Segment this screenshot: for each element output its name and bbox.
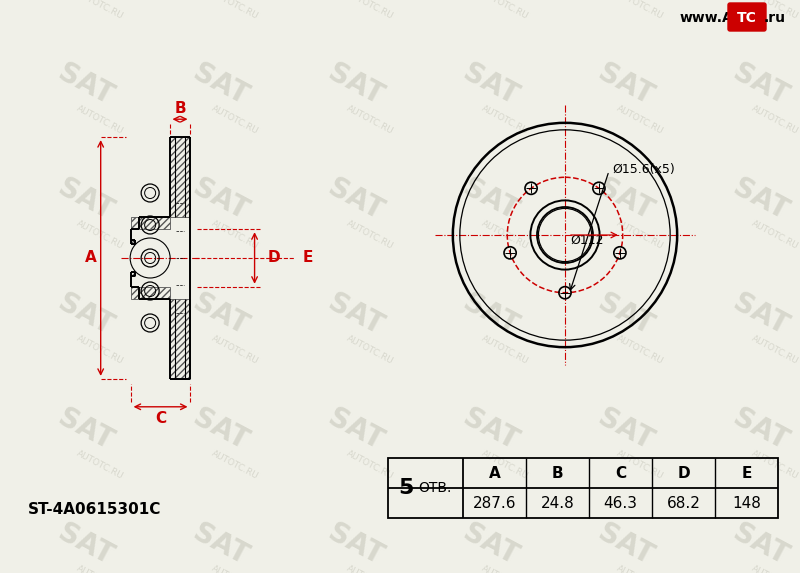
Text: SAT: SAT bbox=[728, 404, 792, 456]
Text: SAT: SAT bbox=[188, 519, 252, 571]
Text: AUTOTC.RU: AUTOTC.RU bbox=[480, 104, 530, 136]
Text: SAT: SAT bbox=[53, 59, 118, 111]
Text: AUTOTC.RU: AUTOTC.RU bbox=[750, 0, 800, 21]
Text: C: C bbox=[155, 411, 166, 426]
Text: D: D bbox=[677, 465, 690, 481]
Text: E: E bbox=[742, 465, 752, 481]
Text: AUTOTC.RU: AUTOTC.RU bbox=[480, 449, 530, 481]
Text: Ø15.6(x5): Ø15.6(x5) bbox=[612, 163, 674, 176]
Text: www.Auto: www.Auto bbox=[680, 11, 760, 25]
Text: AUTOTC.RU: AUTOTC.RU bbox=[75, 334, 125, 366]
Text: AUTOTC.RU: AUTOTC.RU bbox=[345, 104, 395, 136]
Text: 68.2: 68.2 bbox=[666, 496, 701, 511]
Text: SAT: SAT bbox=[188, 59, 252, 111]
Text: C: C bbox=[615, 465, 626, 481]
Text: SAT: SAT bbox=[53, 404, 118, 456]
Text: E: E bbox=[302, 250, 313, 265]
Text: AUTOTC.RU: AUTOTC.RU bbox=[210, 104, 260, 136]
Text: SAT: SAT bbox=[322, 519, 387, 571]
Text: SAT: SAT bbox=[593, 404, 658, 456]
Bar bbox=[130, 240, 134, 244]
Text: AUTOTC.RU: AUTOTC.RU bbox=[480, 219, 530, 251]
Text: AUTOTC.RU: AUTOTC.RU bbox=[480, 0, 530, 21]
Text: AUTOTC.RU: AUTOTC.RU bbox=[615, 0, 665, 21]
Text: 148: 148 bbox=[732, 496, 761, 511]
Text: AUTOTC.RU: AUTOTC.RU bbox=[480, 564, 530, 573]
Text: AUTOTC.RU: AUTOTC.RU bbox=[345, 0, 395, 21]
Text: AUTOTC.RU: AUTOTC.RU bbox=[750, 219, 800, 251]
Text: AUTOTC.RU: AUTOTC.RU bbox=[615, 334, 665, 366]
Text: AUTOTC.RU: AUTOTC.RU bbox=[750, 334, 800, 366]
Text: SAT: SAT bbox=[53, 289, 118, 341]
Text: SAT: SAT bbox=[458, 404, 522, 456]
Text: SAT: SAT bbox=[458, 59, 522, 111]
Text: AUTOTC.RU: AUTOTC.RU bbox=[210, 334, 260, 366]
Text: AUTOTC.RU: AUTOTC.RU bbox=[345, 334, 395, 366]
Text: A: A bbox=[85, 250, 97, 265]
Bar bbox=[388, 458, 778, 518]
Text: AUTOTC.RU: AUTOTC.RU bbox=[75, 0, 125, 21]
Text: ОТВ.: ОТВ. bbox=[418, 481, 451, 495]
Text: 5: 5 bbox=[398, 478, 414, 498]
Text: AUTOTC.RU: AUTOTC.RU bbox=[615, 104, 665, 136]
Text: .ru: .ru bbox=[764, 11, 786, 25]
Text: AUTOTC.RU: AUTOTC.RU bbox=[615, 449, 665, 481]
Text: AUTOTC.RU: AUTOTC.RU bbox=[210, 219, 260, 251]
FancyBboxPatch shape bbox=[728, 3, 766, 31]
Text: AUTOTC.RU: AUTOTC.RU bbox=[210, 564, 260, 573]
Text: AUTOTC.RU: AUTOTC.RU bbox=[750, 564, 800, 573]
Bar bbox=[130, 286, 170, 299]
Text: D: D bbox=[267, 250, 280, 265]
Text: SAT: SAT bbox=[458, 289, 522, 341]
Text: AUTOTC.RU: AUTOTC.RU bbox=[75, 564, 125, 573]
Text: 46.3: 46.3 bbox=[603, 496, 638, 511]
Text: A: A bbox=[489, 465, 500, 481]
Bar bbox=[130, 272, 134, 276]
Text: AUTOTC.RU: AUTOTC.RU bbox=[615, 564, 665, 573]
Bar bbox=[170, 299, 190, 379]
Text: AUTOTC.RU: AUTOTC.RU bbox=[75, 219, 125, 251]
Text: SAT: SAT bbox=[593, 519, 658, 571]
Text: SAT: SAT bbox=[188, 174, 252, 226]
Bar bbox=[170, 137, 190, 217]
Text: B: B bbox=[174, 101, 186, 116]
Text: SAT: SAT bbox=[458, 519, 522, 571]
Text: SAT: SAT bbox=[593, 289, 658, 341]
Text: AUTOTC.RU: AUTOTC.RU bbox=[345, 449, 395, 481]
Text: SAT: SAT bbox=[53, 519, 118, 571]
Text: SAT: SAT bbox=[322, 404, 387, 456]
Text: SAT: SAT bbox=[593, 174, 658, 226]
Bar bbox=[130, 217, 170, 229]
Text: SAT: SAT bbox=[728, 174, 792, 226]
Text: AUTOTC.RU: AUTOTC.RU bbox=[210, 449, 260, 481]
Text: SAT: SAT bbox=[188, 289, 252, 341]
Text: B: B bbox=[552, 465, 563, 481]
Text: AUTOTC.RU: AUTOTC.RU bbox=[345, 564, 395, 573]
Text: SAT: SAT bbox=[728, 519, 792, 571]
Text: AUTOTC.RU: AUTOTC.RU bbox=[480, 334, 530, 366]
Text: 287.6: 287.6 bbox=[473, 496, 516, 511]
Text: SAT: SAT bbox=[322, 174, 387, 226]
Text: SAT: SAT bbox=[188, 404, 252, 456]
Text: TC: TC bbox=[737, 11, 757, 25]
Text: AUTOTC.RU: AUTOTC.RU bbox=[750, 449, 800, 481]
Text: Ø112: Ø112 bbox=[570, 234, 603, 246]
Text: SAT: SAT bbox=[458, 174, 522, 226]
Text: SAT: SAT bbox=[322, 289, 387, 341]
Text: SAT: SAT bbox=[53, 174, 118, 226]
Text: AUTOTC.RU: AUTOTC.RU bbox=[75, 104, 125, 136]
Text: AUTOTC.RU: AUTOTC.RU bbox=[210, 0, 260, 21]
Text: SAT: SAT bbox=[728, 289, 792, 341]
Text: SAT: SAT bbox=[322, 59, 387, 111]
Text: SAT: SAT bbox=[728, 59, 792, 111]
Text: AUTOTC.RU: AUTOTC.RU bbox=[750, 104, 800, 136]
Text: 24.8: 24.8 bbox=[541, 496, 574, 511]
Text: AUTOTC.RU: AUTOTC.RU bbox=[75, 449, 125, 481]
Text: AUTOTC.RU: AUTOTC.RU bbox=[615, 219, 665, 251]
Text: SAT: SAT bbox=[593, 59, 658, 111]
Text: AUTOTC.RU: AUTOTC.RU bbox=[345, 219, 395, 251]
Text: ST-4A0615301C: ST-4A0615301C bbox=[28, 503, 162, 517]
